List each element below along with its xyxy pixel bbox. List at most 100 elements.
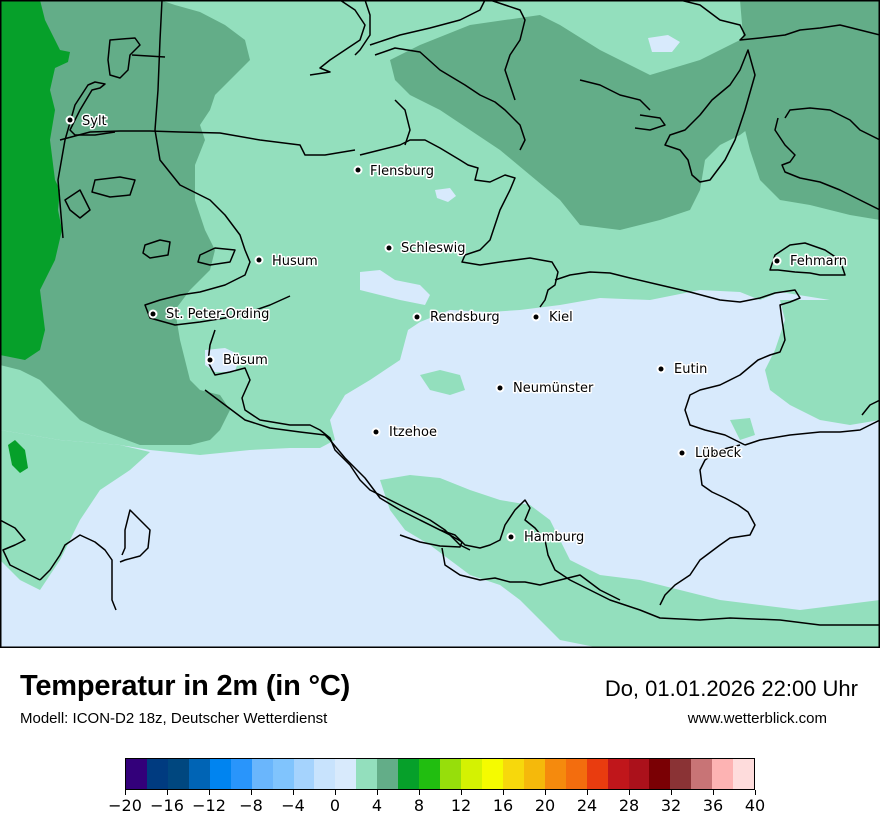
city-lubeck[interactable]: Lübeck: [677, 445, 743, 463]
colorbar-segment: [230, 759, 252, 789]
colorbar-segment: [502, 759, 524, 789]
svg-text:Lübeck: Lübeck: [695, 446, 742, 461]
city-husum[interactable]: Husum: [254, 253, 319, 271]
colorbar-tick-label: 20: [534, 796, 556, 815]
colorbar-segment: [126, 759, 147, 789]
colorbar-tick-label: −12: [192, 796, 226, 815]
colorbar-tick: [418, 790, 420, 795]
colorbar-tick-label: −8: [239, 796, 263, 815]
colorbar-tick-label: −16: [150, 796, 184, 815]
temp-zone-2-4c-lower-west: [0, 430, 150, 590]
temp-zone-0-2c-patch-busum: [205, 348, 240, 372]
svg-text:St. Peter-Ording: St. Peter-Ording: [166, 307, 269, 322]
colorbar-tick-label: 12: [450, 796, 472, 815]
city-schleswig[interactable]: Schleswig: [384, 240, 467, 258]
colorbar-segment: [523, 759, 545, 789]
colorbar-ticks: −20 −16 −12 −8 −4 0 4 8 12 16 20 24 28 32 36 40: [108, 790, 765, 830]
city-neumunster[interactable]: Neumünster: [495, 380, 595, 398]
colorbar-tick: [166, 790, 168, 795]
city-rendsburg[interactable]: Rendsburg: [412, 309, 501, 327]
map-frame: [0, 0, 880, 648]
svg-text:Itzehoe: Itzehoe: [389, 425, 437, 440]
temp-zone-2-4c-patch-2: [730, 418, 755, 440]
colorbar-tick: [334, 790, 336, 795]
colorbar-tick: [124, 790, 126, 795]
svg-text:Rendsburg: Rendsburg: [430, 310, 500, 325]
svg-text:Husum: Husum: [272, 254, 318, 269]
colorbar-segment: [670, 759, 692, 789]
colorbar-segment: [398, 759, 420, 789]
colorbar-segment: [419, 759, 441, 789]
temperature-map[interactable]: Sylt Flensburg Husum Schleswig St. Peter…: [0, 0, 880, 648]
colorbar-tick: [250, 790, 252, 795]
temp-zone-2-4c-elbe: [380, 475, 880, 648]
colorbar-segment: [565, 759, 587, 789]
temp-zone-0-2c-patch-schlei: [435, 188, 456, 202]
city-eutin[interactable]: Eutin: [656, 361, 709, 379]
colorbar-tick: [586, 790, 588, 795]
colorbar-segment: [712, 759, 734, 789]
coastlines: [0, 0, 880, 626]
colorbar-tick: [376, 790, 378, 795]
colorbar-tick-label: 40: [744, 796, 766, 815]
colorbar-segment: [314, 759, 336, 789]
colorbar-segment: [649, 759, 671, 789]
temp-zone-2-4c-patch-1: [420, 370, 465, 395]
colorbar-tick-label: 32: [660, 796, 682, 815]
colorbar-tick-label: 0: [329, 796, 341, 815]
colorbar-tick: [502, 790, 504, 795]
city-itzehoe[interactable]: Itzehoe: [371, 424, 438, 442]
temp-zone-4-6c-west: [0, 0, 250, 445]
city-hamburg[interactable]: Hamburg: [506, 529, 586, 547]
temp-zone-0-2c-patch-north: [648, 35, 680, 52]
colorbar-tick: [292, 790, 294, 795]
colorbar-segment: [335, 759, 357, 789]
colorbar-tick: [628, 790, 630, 795]
colorbar-segment: [356, 759, 378, 789]
colorbar-tick: [544, 790, 546, 795]
city-markers: Sylt Flensburg Husum Schleswig St. Peter…: [65, 113, 849, 547]
colorbar-segment: [377, 759, 399, 789]
svg-text:Schleswig: Schleswig: [401, 241, 466, 256]
colorbar-segment: [607, 759, 629, 789]
colorbar-segment: [188, 759, 210, 789]
city-kiel[interactable]: Kiel: [531, 309, 574, 327]
city-busum[interactable]: Büsum: [205, 352, 269, 370]
city-st-peter-ording[interactable]: St. Peter-Ording: [148, 306, 271, 324]
colorbar-tick: [754, 790, 756, 795]
colorbar-segment: [628, 759, 650, 789]
colorbar-segment: [586, 759, 608, 789]
colorbar-tick: [460, 790, 462, 795]
forecast-datetime: Do, 01.01.2026 22:00 Uhr: [604, 676, 858, 701]
colorbar-segment: [691, 759, 713, 789]
colorbar-segment: [481, 759, 503, 789]
colorbar-segment: [440, 759, 461, 789]
colorbar-segment: [272, 759, 294, 789]
city-flensburg[interactable]: Flensburg: [353, 163, 435, 181]
svg-text:Neumünster: Neumünster: [513, 381, 594, 396]
colorbar-segment: [733, 759, 755, 789]
svg-text:Kiel: Kiel: [549, 310, 573, 325]
colorbar-tick-label: −4: [281, 796, 305, 815]
colorbar-tick: [712, 790, 714, 795]
svg-text:Büsum: Büsum: [223, 353, 268, 368]
temperature-colorbar: [125, 758, 755, 790]
website-link[interactable]: www.wetterblick.com: [687, 710, 827, 727]
colorbar-segment: [293, 759, 315, 789]
colorbar-tick-label: 36: [702, 796, 724, 815]
svg-text:Eutin: Eutin: [674, 362, 707, 377]
colorbar-tick-label: 8: [413, 796, 425, 815]
chart-title: Temperatur in 2m (in °C): [20, 670, 351, 702]
temp-zone-4-6c-east: [740, 0, 880, 220]
colorbar-tick-label: 28: [618, 796, 640, 815]
svg-text:Hamburg: Hamburg: [524, 530, 584, 545]
colorbar-tick-label: 24: [576, 796, 598, 815]
city-sylt[interactable]: Sylt: [65, 113, 108, 131]
temp-zone-6-8c-west: [0, 0, 70, 360]
temp-zone-0-2c-patch-rendsburg: [360, 270, 430, 305]
colorbar-tick-label: 4: [371, 796, 383, 815]
colorbar-tick-label: 16: [492, 796, 514, 815]
city-fehmarn[interactable]: Fehmarn: [772, 253, 849, 271]
colorbar-segment: [209, 759, 231, 789]
temp-zone-6-8c-patch: [8, 440, 28, 473]
